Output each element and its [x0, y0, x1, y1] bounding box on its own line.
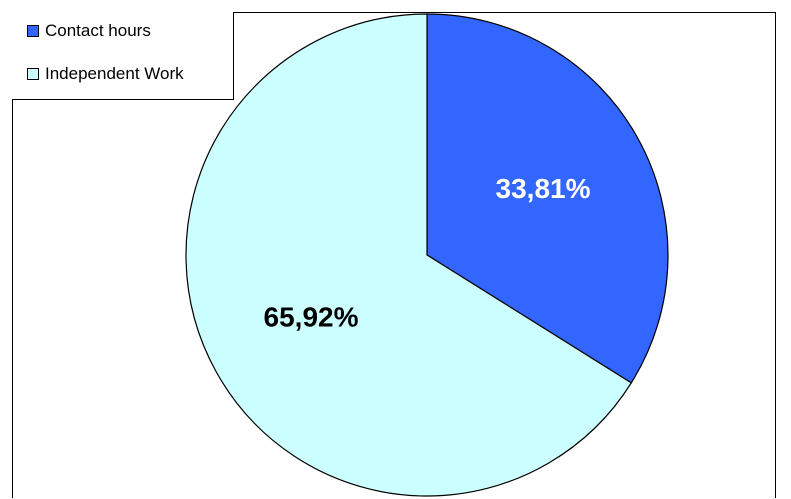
legend: Contact hours Independent Work [12, 12, 234, 100]
legend-swatch-independent-work [27, 68, 39, 80]
legend-label-independent-work: Independent Work [45, 64, 184, 83]
slice-label-contact-hours: 33,81% [496, 173, 591, 204]
chart-frame [12, 12, 776, 498]
legend-item-contact-hours: Contact hours [27, 21, 151, 41]
legend-label-contact-hours: Contact hours [45, 21, 151, 40]
legend-swatch-contact-hours [27, 25, 39, 37]
slice-contact-hours [426, 13, 669, 384]
slice-label-independent-work: 65,92% [264, 302, 359, 333]
slice-independent-work [185, 13, 633, 497]
legend-item-independent-work: Independent Work [27, 64, 184, 84]
